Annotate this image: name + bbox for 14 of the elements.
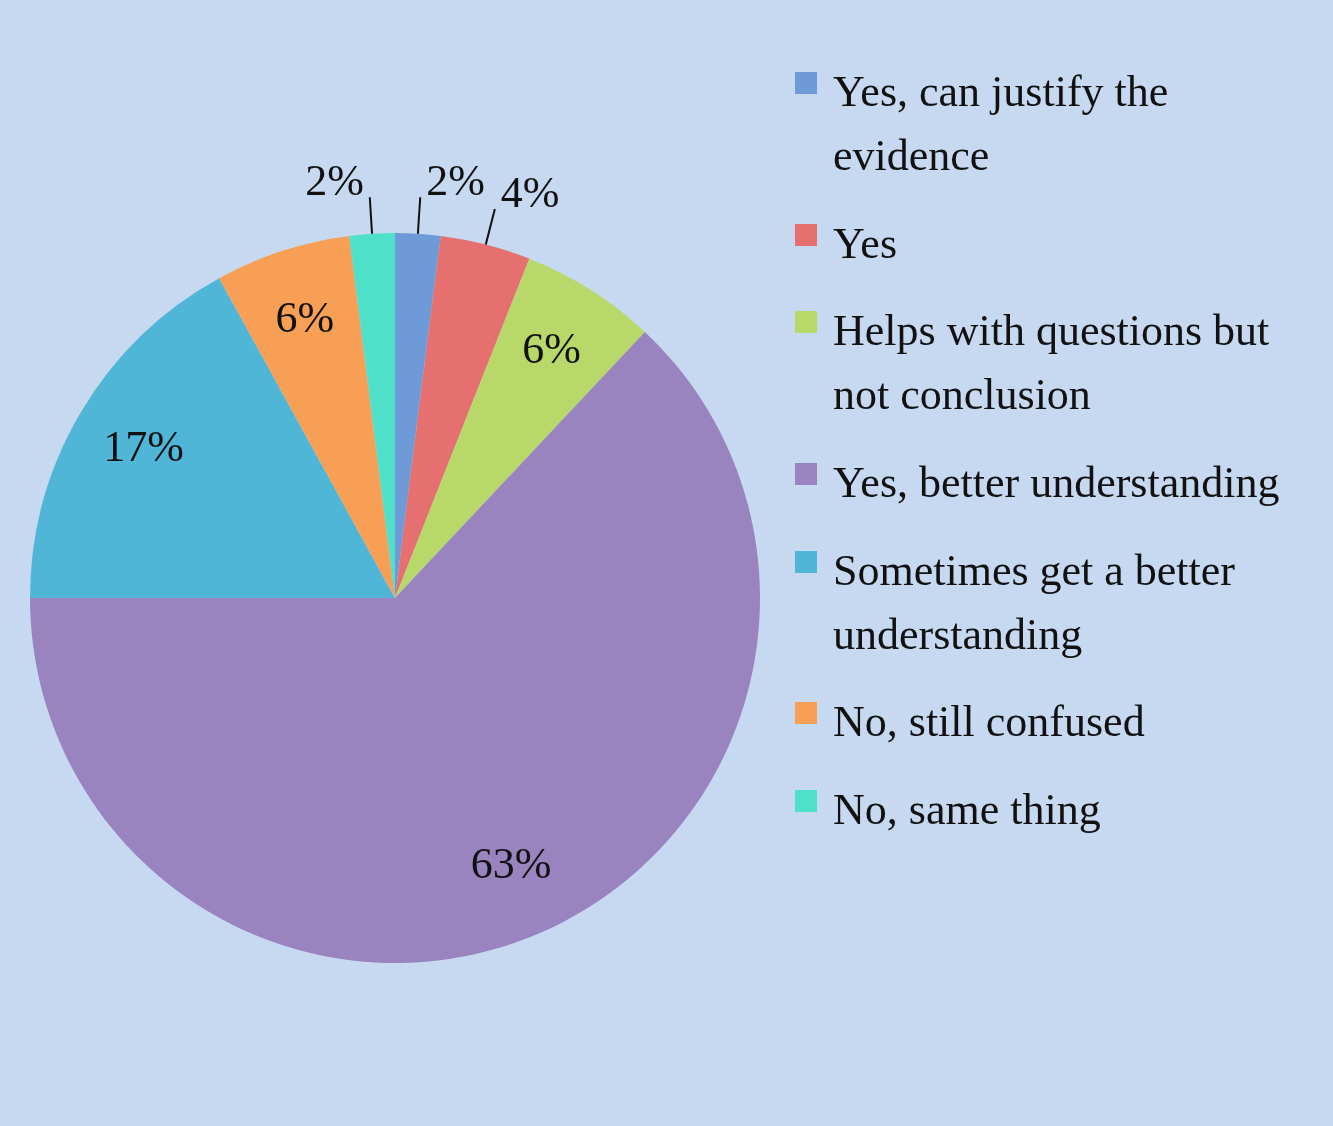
legend-label: Yes, can justify the evidence: [833, 66, 1170, 182]
legend-label: No, still confused: [833, 696, 1145, 749]
data-label: 6%: [275, 292, 335, 342]
legend-label: No, same thing: [833, 784, 1101, 837]
legend-label: Yes, better understanding: [833, 457, 1280, 509]
legend-label: Yes: [833, 217, 898, 270]
data-label: 63%: [470, 838, 552, 888]
legend-label: Helps with questions but not conclusion: [833, 305, 1271, 422]
data-label: 17%: [103, 421, 184, 471]
data-label: 2%: [305, 155, 364, 205]
legend-label: Sometimes get a better understanding: [833, 544, 1236, 661]
data-label: 4%: [500, 167, 560, 217]
data-label: 6%: [522, 324, 581, 374]
data-label: 2%: [426, 155, 485, 205]
